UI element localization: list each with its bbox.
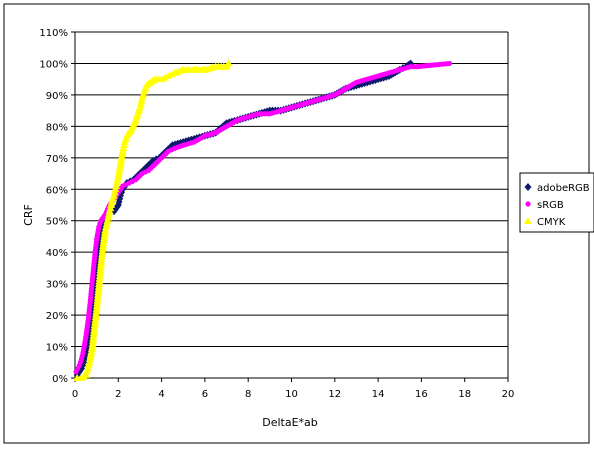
- tick-layer: 0% 10% 20% 30% 40% 50% 60% 70% 80% 90% 100% 110% 0 2 4…: [39, 28, 514, 400]
- legend-marker-adobeRGB: [524, 183, 532, 191]
- y-axis-label: CRF: [22, 204, 35, 226]
- y-tick-label: 60%: [46, 185, 68, 196]
- data-point-CMYK: [224, 59, 233, 67]
- x-tick-label: 8: [245, 389, 251, 400]
- legend-label-CMYK: CMYK: [537, 217, 566, 228]
- y-tick-label: 70%: [46, 154, 68, 165]
- legend-marker-CMYK: [524, 217, 532, 224]
- x-tick-label: 10: [285, 389, 298, 400]
- y-tick-label: 90%: [46, 91, 68, 102]
- y-tick-label: 10%: [46, 343, 68, 354]
- legend-marker-sRGB: [525, 201, 531, 207]
- legend: adobeRGB sRGB CMYK: [519, 172, 594, 233]
- y-tick-label: 0%: [52, 374, 68, 385]
- series-CMYK: [73, 59, 233, 381]
- legend-label-sRGB: sRGB: [537, 200, 564, 211]
- x-tick-label: 14: [372, 389, 385, 400]
- y-tick-label: 50%: [46, 217, 68, 228]
- x-tick-label: 16: [415, 389, 428, 400]
- chart-border: [3, 3, 590, 444]
- legend-items: adobeRGB sRGB CMYK: [524, 183, 590, 228]
- y-tick-label: 40%: [46, 248, 68, 259]
- legend-label-adobeRGB: adobeRGB: [537, 183, 590, 194]
- y-tick-label: 30%: [46, 280, 68, 291]
- x-tick-label: 20: [502, 389, 515, 400]
- y-tick-label: 20%: [46, 311, 68, 322]
- x-tick-label: 2: [115, 389, 121, 400]
- x-axis-label: DeltaE*ab: [262, 416, 318, 429]
- data-point-sRGB: [446, 60, 453, 67]
- series-sRGB: [73, 60, 453, 375]
- x-tick-label: 4: [158, 389, 164, 400]
- legend-box: [519, 172, 594, 233]
- series-layer: [73, 59, 453, 381]
- y-tick-label: 80%: [46, 122, 68, 133]
- x-tick-label: 6: [202, 389, 208, 400]
- x-tick-label: 18: [458, 389, 471, 400]
- y-tick-label: 110%: [39, 28, 68, 39]
- x-tick-label: 0: [72, 389, 78, 400]
- y-tick-label: 100%: [39, 59, 68, 70]
- x-tick-label: 12: [328, 389, 341, 400]
